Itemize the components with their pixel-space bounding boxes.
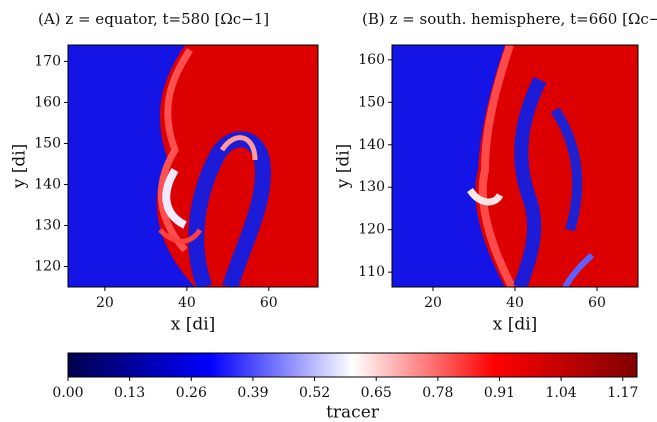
colorbar <box>68 353 637 377</box>
x-axis-label: x [di] <box>493 315 538 335</box>
y-tick-label: 120 <box>34 258 61 274</box>
y-tick-label: 170 <box>34 53 61 69</box>
colorbar-tick-label: 0.91 <box>484 385 515 401</box>
colorbar-tick-label: 0.52 <box>299 385 330 401</box>
colorbar-tick-label: 0.78 <box>422 385 453 401</box>
colorbar-tick-label: 0.13 <box>114 385 145 401</box>
x-tick-label: 40 <box>506 295 524 311</box>
colorbar-tick-label: 0.39 <box>237 385 268 401</box>
colorbar-tick-label: 1.17 <box>607 385 638 401</box>
y-tick-label: 120 <box>358 222 385 238</box>
y-tick-label: 160 <box>34 94 61 110</box>
x-tick-label: 20 <box>424 295 442 311</box>
y-tick-label: 150 <box>358 94 385 110</box>
panel-title: (A) z = equator, t=580 [Ωc−1] <box>38 10 269 28</box>
plot-frame <box>67 44 319 288</box>
x-tick-label: 20 <box>96 295 114 311</box>
x-axis-label: x [di] <box>171 315 216 335</box>
colorbar-frame <box>67 352 638 378</box>
colorbar-tick-label: 1.04 <box>546 385 577 401</box>
colorbar-tick-label: 0.00 <box>52 385 83 401</box>
panel-title: (B) z = south. hemisphere, t=660 [Ωc−1] <box>362 10 657 28</box>
colorbar-tick-label: 0.65 <box>361 385 392 401</box>
y-tick-label: 140 <box>358 137 385 153</box>
x-tick-label: 60 <box>588 295 606 311</box>
colorbar-tick-label: 0.26 <box>176 385 207 401</box>
x-tick-label: 40 <box>178 295 196 311</box>
colorbar-label: tracer <box>326 403 380 422</box>
field-a <box>68 45 318 287</box>
y-tick-label: 130 <box>34 217 61 233</box>
y-tick-label: 160 <box>358 52 385 68</box>
y-tick-label: 130 <box>358 179 385 195</box>
x-tick-label: 60 <box>260 295 278 311</box>
y-tick-label: 150 <box>34 135 61 151</box>
y-axis-label: y [di] <box>10 144 30 190</box>
field-b <box>392 45 638 287</box>
y-tick-label: 140 <box>34 176 61 192</box>
y-axis-label: y [di] <box>334 144 354 190</box>
y-tick-label: 110 <box>358 264 385 280</box>
